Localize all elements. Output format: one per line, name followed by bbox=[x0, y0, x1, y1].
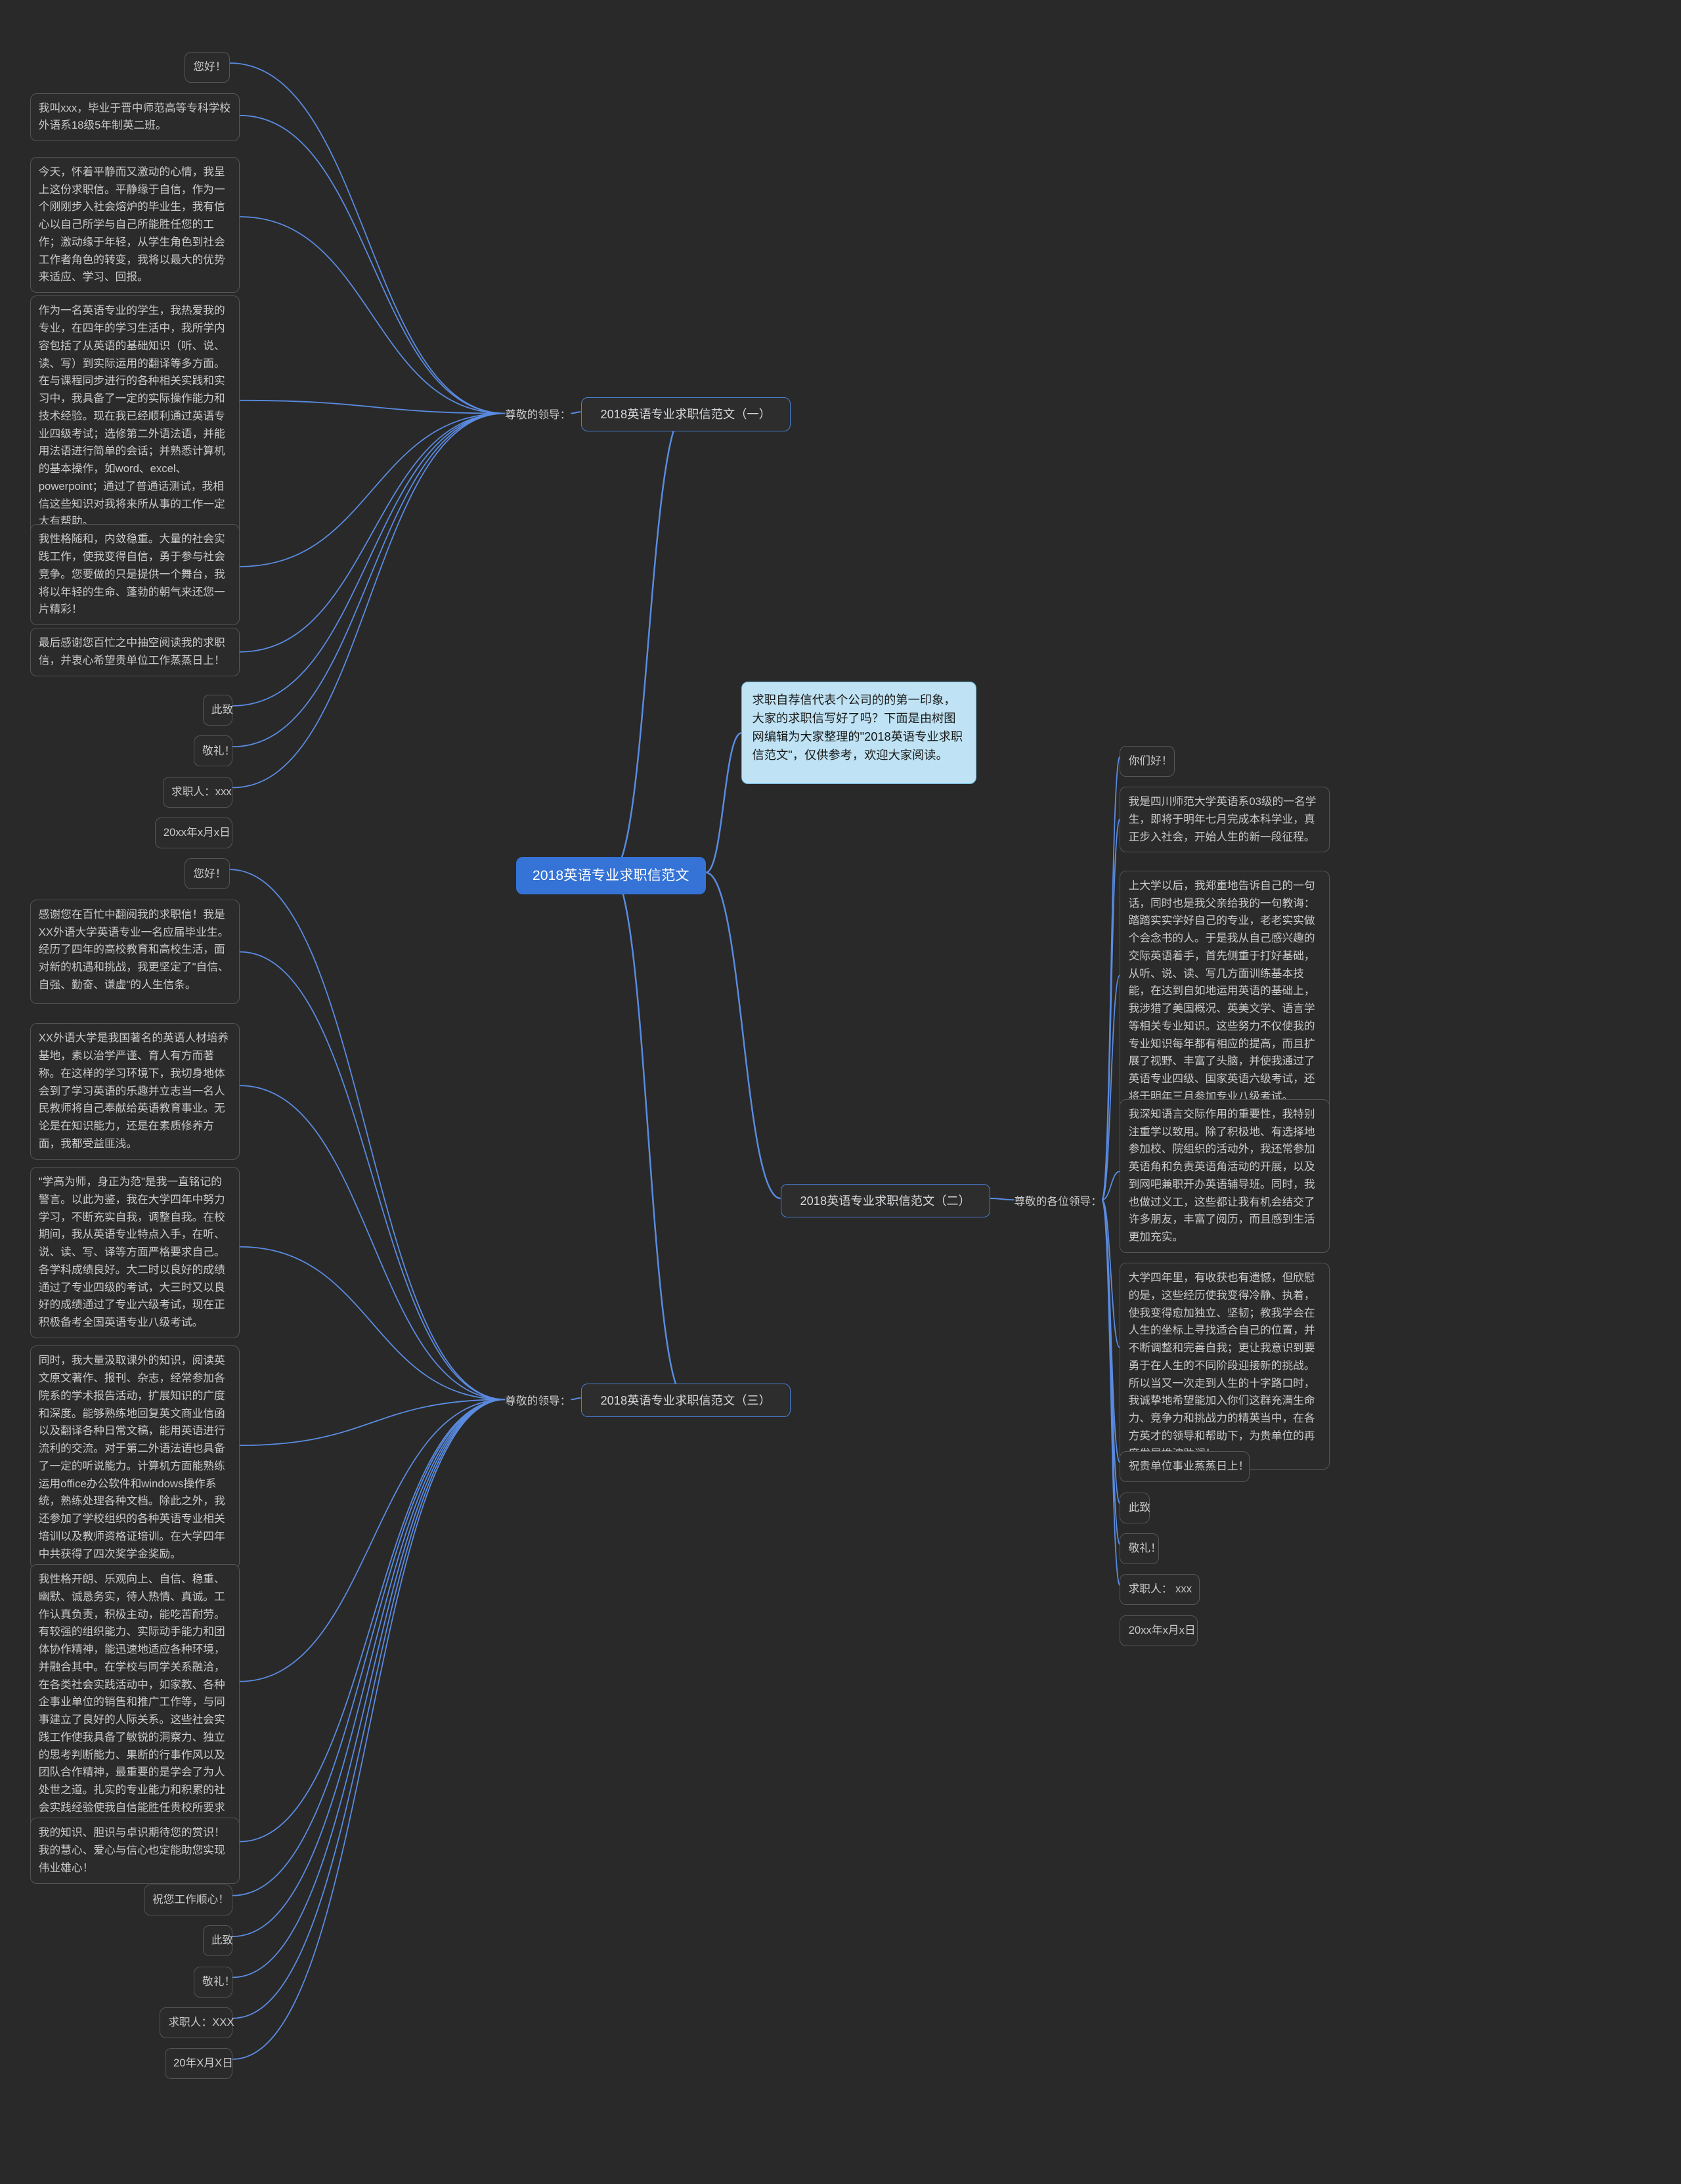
leaf-b3-3[interactable]: "学高为师，身正为范"是我一直铭记的警言。以此为鉴，我在大学四年中努力学习，不断… bbox=[30, 1167, 240, 1338]
leaf-b3-11[interactable]: 20年X月X日 bbox=[165, 2048, 232, 2079]
leaf-b2-0[interactable]: 你们好！ bbox=[1120, 746, 1175, 777]
edge-layer bbox=[0, 0, 1681, 2184]
leaf-b1-9[interactable]: 20xx年x月x日 bbox=[155, 818, 233, 848]
leaf-b1-2[interactable]: 今天，怀着平静而又激动的心情，我呈上这份求职信。平静缘于自信，作为一个刚刚步入社… bbox=[30, 157, 240, 293]
leaf-b1-4[interactable]: 我性格随和，内敛稳重。大量的社会实践工作，使我变得自信，勇于参与社会竞争。您要做… bbox=[30, 524, 240, 625]
leaf-b2-9[interactable]: 20xx年x月x日 bbox=[1120, 1615, 1198, 1646]
leaf-b1-3[interactable]: 作为一名英语专业的学生，我热爱我的专业，在四年的学习生活中，我所学内容包括了从英… bbox=[30, 295, 240, 537]
branch-node-2[interactable]: 2018英语专业求职信范文（二） bbox=[781, 1184, 990, 1218]
branch-label-2: 尊敬的各位领导： bbox=[1014, 1193, 1102, 1210]
leaf-b3-4[interactable]: 同时，我大量汲取课外的知识，阅读英文原文著作、报刊、杂志，经常参加各院系的学术报… bbox=[30, 1345, 240, 1569]
leaf-b3-5[interactable]: 我性格开朗、乐观向上、自信、稳重、幽默、诚恳务实，待人热情、真诚。工作认真负责，… bbox=[30, 1564, 240, 1841]
leaf-b3-1[interactable]: 感谢您在百忙中翻阅我的求职信！我是XX外语大学英语专业一名应届毕业生。经历了四年… bbox=[30, 900, 240, 1005]
leaf-b2-1[interactable]: 我是四川师范大学英语系03级的一名学生，即将于明年七月完成本科学业，真正步入社会… bbox=[1120, 787, 1329, 852]
leaf-b3-8[interactable]: 此致 bbox=[203, 1925, 233, 1956]
leaf-b2-4[interactable]: 大学四年里，有收获也有遗憾，但欣慰的是，这些经历使我变得冷静、执着，使我变得愈加… bbox=[1120, 1263, 1329, 1469]
leaf-b1-6[interactable]: 此致 bbox=[203, 695, 233, 726]
leaf-b3-10[interactable]: 求职人：XXX bbox=[160, 2007, 232, 2038]
leaf-b1-5[interactable]: 最后感谢您百忙之中抽空阅读我的求职信，并衷心希望贵单位工作蒸蒸日上！ bbox=[30, 628, 240, 676]
leaf-b2-2[interactable]: 上大学以后，我郑重地告诉自己的一句话，同时也是我父亲给我的一句教诲：踏踏实实学好… bbox=[1120, 871, 1329, 1112]
branch-label-1: 尊敬的领导： bbox=[505, 406, 571, 424]
leaf-b2-5[interactable]: 祝贵单位事业蒸蒸日上！ bbox=[1120, 1451, 1250, 1482]
leaf-b2-7[interactable]: 敬礼！ bbox=[1120, 1533, 1158, 1564]
leaf-b3-0[interactable]: 您好！ bbox=[185, 858, 229, 889]
leaf-b1-0[interactable]: 您好！ bbox=[185, 52, 229, 83]
leaf-b3-6[interactable]: 我的知识、胆识与卓识期待您的赏识！我的慧心、爱心与信心也定能助您实现伟业雄心！ bbox=[30, 1818, 240, 1883]
leaf-b2-8[interactable]: 求职人： xxx bbox=[1120, 1574, 1200, 1605]
leaf-b1-1[interactable]: 我叫xxx，毕业于晋中师范高等专科学校外语系18级5年制英二班。 bbox=[30, 93, 240, 142]
leaf-b2-3[interactable]: 我深知语言交际作用的重要性，我特别注重学以致用。除了积极地、有选择地参加校、院组… bbox=[1120, 1099, 1329, 1253]
intro-node[interactable]: 求职自荐信代表个公司的的第一印象，大家的求职信写好了吗？下面是由树图网编辑为大家… bbox=[741, 682, 976, 784]
root-node[interactable]: 2018英语专业求职信范文 bbox=[516, 857, 706, 894]
leaf-b3-7[interactable]: 祝您工作顺心！ bbox=[144, 1885, 232, 1915]
leaf-b3-9[interactable]: 敬礼！ bbox=[194, 1967, 232, 1998]
leaf-b3-2[interactable]: XX外语大学是我国著名的英语人材培养基地，素以治学严谨、育人有方而著称。在这样的… bbox=[30, 1023, 240, 1159]
leaf-b1-8[interactable]: 求职人：xxx bbox=[163, 777, 232, 808]
leaf-b2-6[interactable]: 此致 bbox=[1120, 1493, 1150, 1523]
mindmap-canvas: 2018英语专业求职信范文 求职自荐信代表个公司的的第一印象，大家的求职信写好了吗… bbox=[0, 0, 1681, 2184]
branch-node-3[interactable]: 2018英语专业求职信范文（三） bbox=[581, 1384, 791, 1418]
branch-node-1[interactable]: 2018英语专业求职信范文（一） bbox=[581, 397, 791, 431]
branch-label-3: 尊敬的领导： bbox=[505, 1393, 571, 1410]
leaf-b1-7[interactable]: 敬礼！ bbox=[194, 735, 232, 766]
